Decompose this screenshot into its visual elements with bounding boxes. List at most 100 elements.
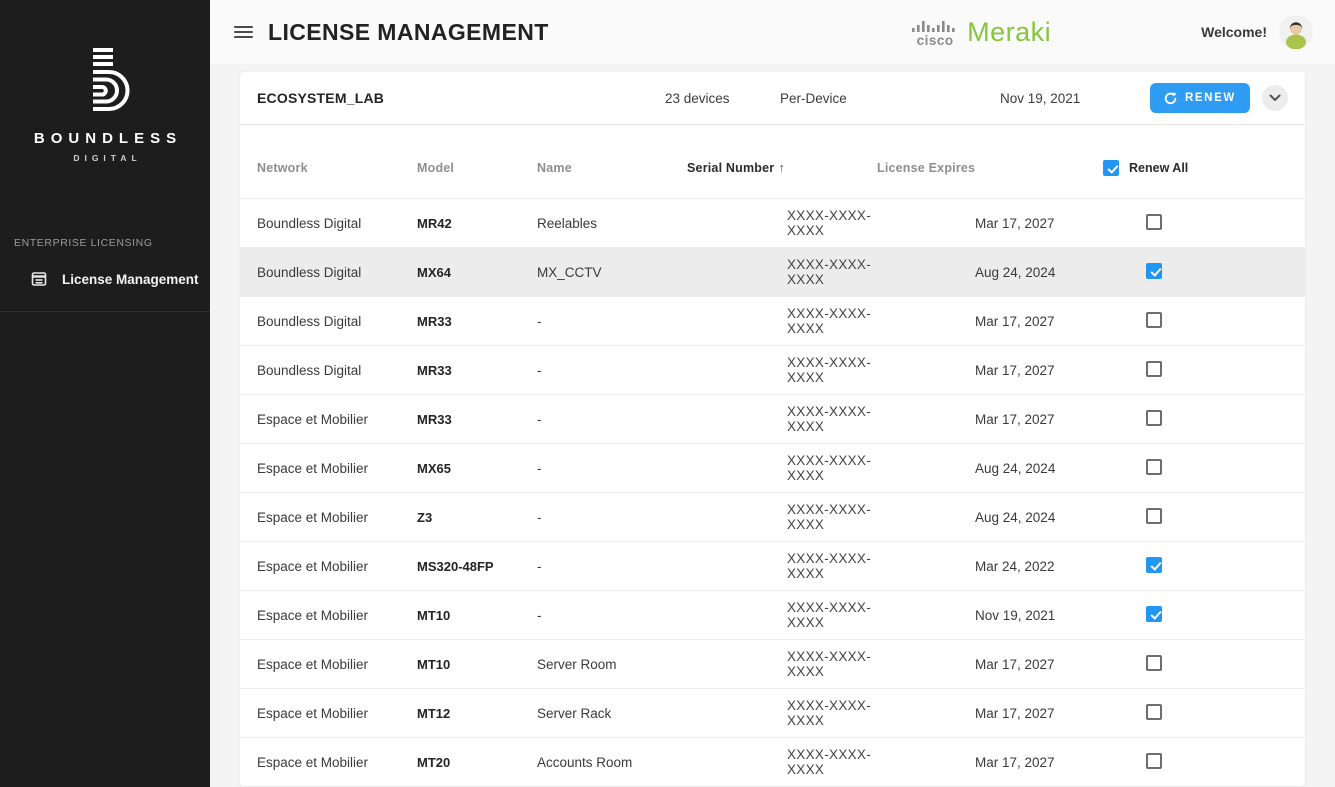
name-cell: - <box>537 412 687 427</box>
serial-header-label: Serial Number <box>687 161 774 175</box>
column-header-model[interactable]: Model <box>417 161 537 175</box>
table-row[interactable]: Espace et Mobilier MR33 - XXXX-XXXX-XXXX… <box>240 394 1305 443</box>
column-header-name[interactable]: Name <box>537 161 687 175</box>
cisco-wordmark: cisco <box>917 34 954 48</box>
name-cell: - <box>537 363 687 378</box>
table-row[interactable]: Boundless Digital MR33 - XXXX-XXXX-XXXX … <box>240 296 1305 345</box>
table-row[interactable]: Boundless Digital MR33 - XXXX-XXXX-XXXX … <box>240 345 1305 394</box>
article-icon <box>31 271 47 287</box>
renew-button[interactable]: RENEW <box>1150 83 1250 113</box>
sidebar-divider <box>0 311 210 312</box>
renew-checkbox[interactable] <box>1146 263 1162 279</box>
brand-name: BOUNDLESS <box>0 130 210 147</box>
table-row[interactable]: Boundless Digital MX64 MX_CCTV XXXX-XXXX… <box>240 247 1305 296</box>
renew-checkbox[interactable] <box>1146 655 1162 671</box>
renew-checkbox[interactable] <box>1146 459 1162 475</box>
name-cell: - <box>537 608 687 623</box>
menu-icon[interactable] <box>234 26 253 38</box>
model-cell: MX65 <box>417 461 537 476</box>
name-cell: - <box>537 559 687 574</box>
serial-number-cell: XXXX-XXXX-XXXX <box>687 698 877 728</box>
renew-checkbox[interactable] <box>1146 704 1162 720</box>
brand-subtitle: DIGITAL <box>0 153 210 163</box>
serial-number-cell: XXXX-XXXX-XXXX <box>687 551 877 581</box>
renew-all-label: Renew All <box>1129 161 1188 175</box>
table-row[interactable]: Espace et Mobilier MS320-48FP - XXXX-XXX… <box>240 541 1305 590</box>
avatar[interactable] <box>1279 15 1313 49</box>
sidebar: BOUNDLESS DIGITAL ENTERPRISE LICENSING L… <box>0 0 210 787</box>
table-header-row: Network Model Name Serial Number↑ Licens… <box>240 125 1305 198</box>
serial-number-cell: XXXX-XXXX-XXXX <box>687 306 877 336</box>
name-cell: - <box>537 461 687 476</box>
model-cell: MT10 <box>417 608 537 623</box>
renew-checkbox[interactable] <box>1146 606 1162 622</box>
license-expires-cell: Aug 24, 2024 <box>877 510 1067 525</box>
main-area: LICENSE MANAGEMENT cisco <box>210 0 1335 787</box>
license-expires-cell: Mar 17, 2027 <box>877 657 1067 672</box>
model-cell: MR33 <box>417 314 537 329</box>
sidebar-item-label: License Management <box>62 272 199 287</box>
refresh-icon <box>1164 92 1177 105</box>
table-body: Boundless Digital MR42 Reelables XXXX-XX… <box>240 198 1305 786</box>
table-row[interactable]: Espace et Mobilier MT10 Server Room XXXX… <box>240 639 1305 688</box>
renew-checkbox[interactable] <box>1146 508 1162 524</box>
network-cell: Espace et Mobilier <box>257 657 417 672</box>
license-expires-cell: Mar 17, 2027 <box>877 755 1067 770</box>
device-count: 23 devices <box>665 91 780 106</box>
cisco-bars-icon <box>912 21 958 32</box>
chevron-down-icon <box>1269 94 1281 102</box>
renew-checkbox[interactable] <box>1146 361 1162 377</box>
table-row[interactable]: Espace et Mobilier MX65 - XXXX-XXXX-XXXX… <box>240 443 1305 492</box>
sidebar-item-license-management[interactable]: License Management <box>0 267 210 291</box>
expiration-date: Nov 19, 2021 <box>1000 91 1150 106</box>
serial-number-cell: XXXX-XXXX-XXXX <box>687 747 877 777</box>
model-cell: MR42 <box>417 216 537 231</box>
model-cell: MX64 <box>417 265 537 280</box>
renew-all-checkbox[interactable] <box>1103 160 1119 176</box>
network-cell: Espace et Mobilier <box>257 559 417 574</box>
license-expires-cell: Mar 17, 2027 <box>877 412 1067 427</box>
serial-number-cell: XXXX-XXXX-XXXX <box>687 600 877 630</box>
column-header-license-expires[interactable]: License Expires <box>877 161 1067 175</box>
top-bar: LICENSE MANAGEMENT cisco <box>210 0 1335 64</box>
model-cell: MR33 <box>417 363 537 378</box>
welcome-text: Welcome! <box>1201 24 1267 40</box>
network-cell: Boundless Digital <box>257 314 417 329</box>
serial-number-cell: XXXX-XXXX-XXXX <box>687 502 877 532</box>
serial-number-cell: XXXX-XXXX-XXXX <box>687 257 877 287</box>
table-row[interactable]: Espace et Mobilier MT12 Server Rack XXXX… <box>240 688 1305 737</box>
organization-name: ECOSYSTEM_LAB <box>257 90 665 106</box>
network-cell: Espace et Mobilier <box>257 706 417 721</box>
expand-panel-button[interactable] <box>1262 85 1288 111</box>
table-row[interactable]: Espace et Mobilier Z3 - XXXX-XXXX-XXXX A… <box>240 492 1305 541</box>
license-expires-cell: Mar 17, 2027 <box>877 314 1067 329</box>
renew-checkbox[interactable] <box>1146 753 1162 769</box>
renew-checkbox[interactable] <box>1146 557 1162 573</box>
license-expires-cell: Mar 17, 2027 <box>877 363 1067 378</box>
name-cell: MX_CCTV <box>537 265 687 280</box>
content-area: ECOSYSTEM_LAB 23 devices Per-Device Nov … <box>210 64 1335 787</box>
network-cell: Espace et Mobilier <box>257 461 417 476</box>
network-cell: Espace et Mobilier <box>257 510 417 525</box>
table-row[interactable]: Espace et Mobilier MT20 Accounts Room XX… <box>240 737 1305 786</box>
name-cell: Server Rack <box>537 706 687 721</box>
serial-number-cell: XXXX-XXXX-XXXX <box>687 453 877 483</box>
name-cell: Reelables <box>537 216 687 231</box>
model-cell: MT20 <box>417 755 537 770</box>
model-cell: MT10 <box>417 657 537 672</box>
license-expires-cell: Aug 24, 2024 <box>877 265 1067 280</box>
table-row[interactable]: Espace et Mobilier MT10 - XXXX-XXXX-XXXX… <box>240 590 1305 639</box>
license-model: Per-Device <box>780 91 1000 106</box>
name-cell: - <box>537 314 687 329</box>
network-cell: Espace et Mobilier <box>257 608 417 623</box>
renew-checkbox[interactable] <box>1146 410 1162 426</box>
column-header-serial-number[interactable]: Serial Number↑ <box>687 160 877 175</box>
meraki-wordmark: Meraki <box>967 17 1051 48</box>
renew-all-control: Renew All <box>1103 160 1288 176</box>
renew-button-label: RENEW <box>1185 92 1236 104</box>
serial-number-cell: XXXX-XXXX-XXXX <box>687 404 877 434</box>
renew-checkbox[interactable] <box>1146 312 1162 328</box>
renew-checkbox[interactable] <box>1146 214 1162 230</box>
column-header-network[interactable]: Network <box>257 161 417 175</box>
table-row[interactable]: Boundless Digital MR42 Reelables XXXX-XX… <box>240 198 1305 247</box>
